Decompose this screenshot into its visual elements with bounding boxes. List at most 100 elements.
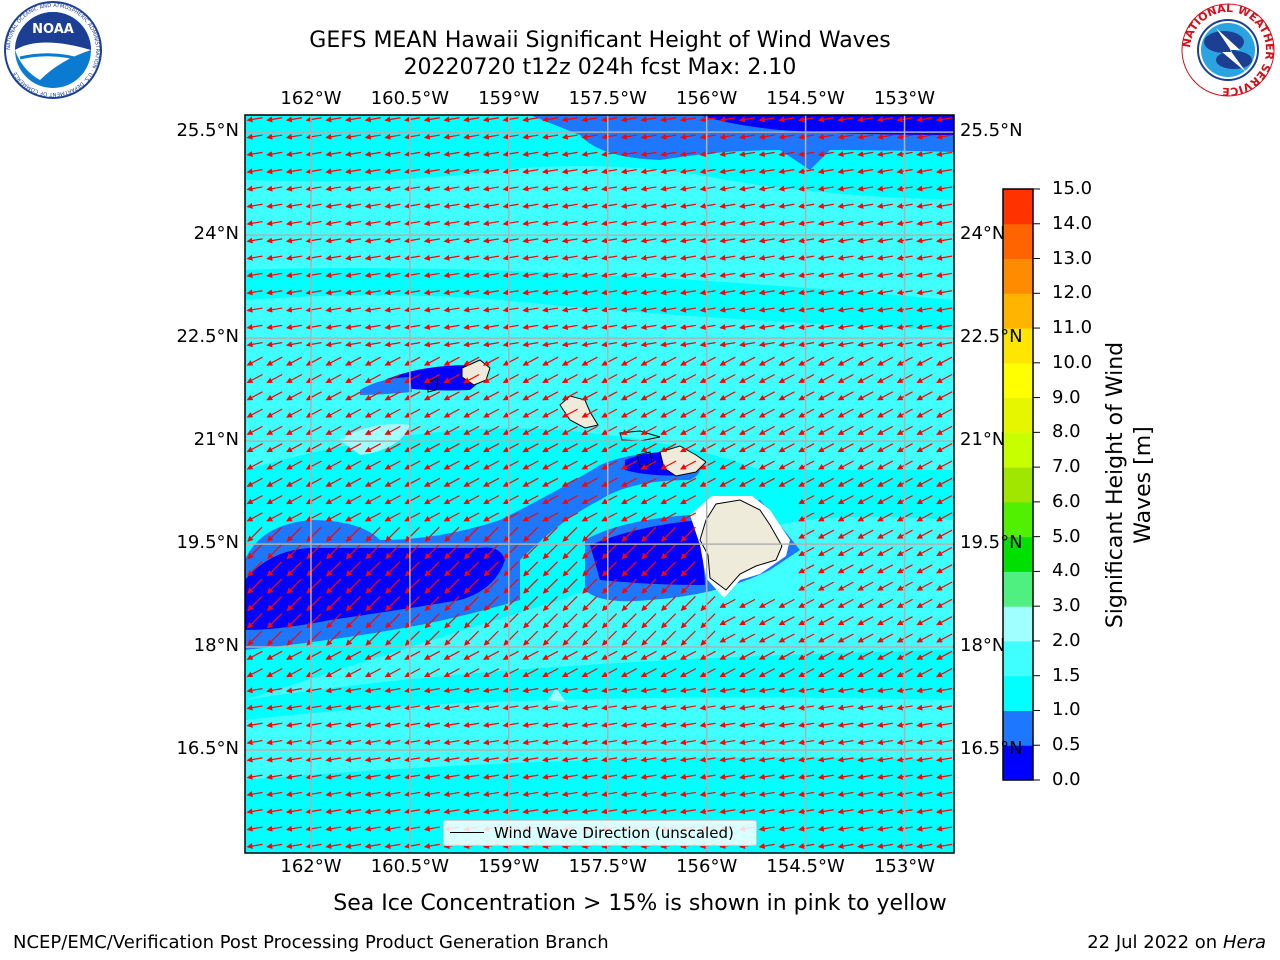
wind-vector xyxy=(719,116,736,123)
wind-vector xyxy=(699,202,716,209)
wind-vector xyxy=(345,460,362,470)
wind-vector xyxy=(305,168,322,175)
wind-vector xyxy=(305,289,322,296)
wind-vector xyxy=(679,168,696,175)
wind-vector xyxy=(837,272,854,279)
wind-vector xyxy=(561,306,578,313)
wind-vector xyxy=(581,443,598,453)
wind-vector xyxy=(522,306,539,313)
wind-vector xyxy=(601,254,618,261)
wind-vector xyxy=(364,237,381,244)
wind-vector xyxy=(404,237,421,244)
wind-vector xyxy=(719,373,736,384)
sea-ice-note: Sea Ice Concentration > 15% is shown in … xyxy=(333,891,947,916)
wind-vector xyxy=(325,460,342,470)
wind-vector xyxy=(719,202,736,209)
wind-vector xyxy=(483,512,500,522)
wind-vector xyxy=(957,256,972,259)
wind-vector xyxy=(877,373,894,384)
wind-vector xyxy=(463,306,480,313)
wind-vector xyxy=(601,168,618,175)
wind-vector xyxy=(916,443,933,453)
wind-vector xyxy=(758,324,775,330)
wind-vector xyxy=(817,272,834,279)
wind-vector xyxy=(463,391,480,401)
wind-vector xyxy=(246,460,263,470)
wind-vector xyxy=(957,478,972,486)
wind-vector xyxy=(601,289,618,296)
wind-vector xyxy=(502,425,519,435)
colorbar-tick-15: 13.0 xyxy=(1052,247,1093,269)
wind-vector xyxy=(817,220,834,227)
wind-vector xyxy=(345,220,362,227)
footer-date-text: 22 Jul 2022 on xyxy=(1087,932,1223,953)
lat-tick-right-3: 21°N xyxy=(960,429,1006,451)
wind-vector xyxy=(285,185,302,192)
wind-vector xyxy=(305,116,322,123)
wind-vector xyxy=(837,477,854,487)
wind-vector xyxy=(936,185,953,192)
wind-vector xyxy=(719,151,736,157)
wind-vector xyxy=(266,341,283,348)
wind-vector xyxy=(561,408,578,418)
wind-vector xyxy=(463,495,480,505)
wind-vector xyxy=(719,324,736,330)
lat-tick-right-6: 16.5°N xyxy=(960,738,1023,760)
lat-tick-right-0: 25.5°N xyxy=(960,120,1023,142)
wind-vector xyxy=(660,373,677,384)
wind-vector xyxy=(719,220,736,227)
wind-vector xyxy=(719,254,736,261)
wind-vector xyxy=(778,168,795,175)
wind-vector xyxy=(542,168,559,175)
wind-vector xyxy=(463,512,480,522)
wind-vector xyxy=(266,477,283,487)
wind-vector xyxy=(876,306,893,313)
wind-vector xyxy=(640,391,657,401)
wind-vector xyxy=(679,116,696,123)
wind-vector xyxy=(483,460,500,470)
wind-vector xyxy=(857,460,874,470)
wind-vector xyxy=(640,495,657,505)
map-subtitle: 20220720 t12z 024h fcst Max: 2.10 xyxy=(403,55,797,80)
wind-vector xyxy=(936,341,953,348)
colorbar xyxy=(1003,188,1040,781)
wind-vector xyxy=(325,254,342,261)
wind-vector xyxy=(660,202,677,209)
wind-vector xyxy=(561,133,578,140)
wind-vector xyxy=(561,254,578,261)
wind-vector xyxy=(739,185,756,192)
wind-vector xyxy=(679,237,696,244)
wind-vector xyxy=(581,373,598,384)
wind-vector xyxy=(660,425,677,435)
wind-vector xyxy=(957,357,972,365)
wind-vector xyxy=(957,409,972,417)
wind-vector xyxy=(502,495,519,505)
wind-vector xyxy=(876,168,893,175)
wind-vector xyxy=(285,324,302,330)
wind-vector xyxy=(640,220,657,227)
wind-vector xyxy=(561,220,578,227)
wind-vector xyxy=(640,425,657,435)
wind-vector xyxy=(660,289,677,296)
wind-vector xyxy=(443,220,460,227)
wind-vector xyxy=(877,408,894,418)
wind-vector xyxy=(364,185,381,192)
wind-vector xyxy=(739,254,756,261)
wind-vector xyxy=(266,254,283,261)
wind-vector xyxy=(246,373,263,384)
wind-vector xyxy=(325,220,342,227)
wind-vector xyxy=(857,443,874,453)
wind-vector xyxy=(957,273,972,276)
wind-vector xyxy=(542,477,559,487)
wind-vector xyxy=(364,391,381,401)
wind-vector xyxy=(542,289,559,296)
wind-vector xyxy=(345,512,362,522)
wind-vector xyxy=(384,133,401,140)
wind-vector xyxy=(957,375,972,383)
wind-vector xyxy=(522,495,539,505)
wind-vector xyxy=(957,204,972,207)
wind-vector xyxy=(561,237,578,244)
wind-vector xyxy=(699,341,716,348)
wind-vector xyxy=(561,495,578,505)
wind-vector xyxy=(463,373,480,384)
